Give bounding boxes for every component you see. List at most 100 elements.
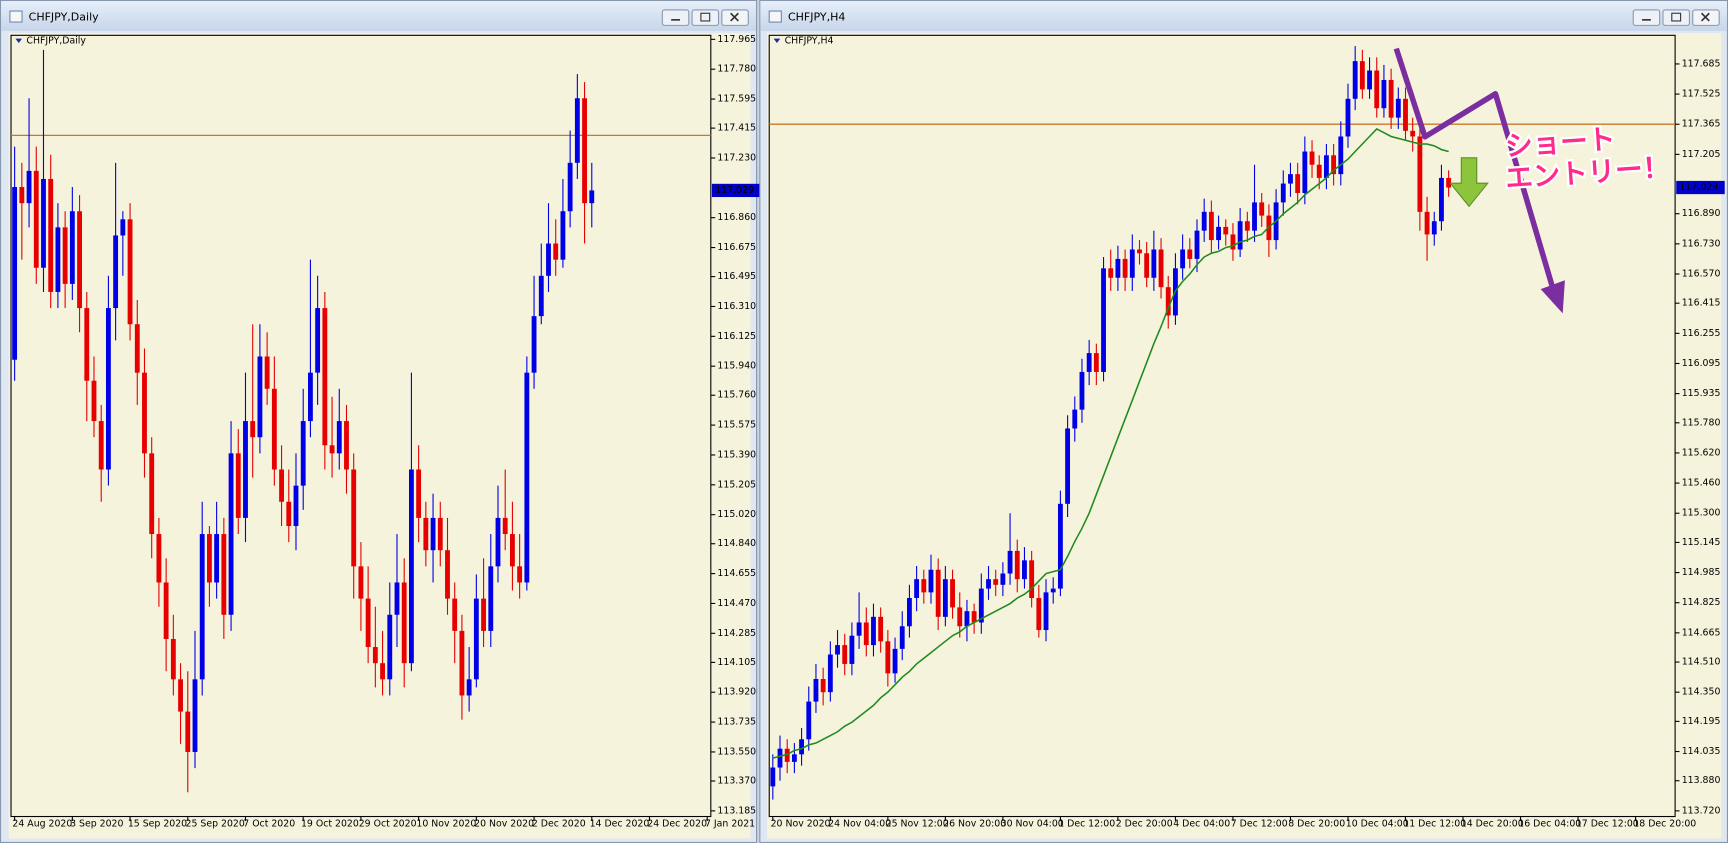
candle-body — [149, 453, 155, 535]
candle-body — [192, 679, 198, 752]
candle-body — [942, 579, 948, 617]
candle-body — [770, 767, 776, 787]
x-tick-label: 7 Jan 2021 — [705, 819, 755, 830]
candle-body — [307, 372, 313, 422]
x-tick-label: 4 Dec 04:00 — [1173, 819, 1230, 830]
candle-body — [1072, 409, 1078, 429]
x-tick-label: 15 Sep 2020 — [128, 819, 187, 830]
candle-body — [423, 517, 429, 551]
y-tick-label: 115.020 — [717, 509, 756, 520]
candle-body — [1137, 249, 1142, 254]
candle-body — [221, 534, 227, 615]
candle-body — [978, 588, 984, 623]
candle-body — [473, 598, 479, 680]
candle-body — [430, 517, 436, 551]
candle-body — [228, 453, 234, 615]
window-title: CHFJPY,Daily — [29, 11, 100, 24]
maximize-button[interactable] — [691, 9, 720, 26]
candle-body — [495, 517, 501, 567]
candle-body — [279, 469, 284, 502]
candle-body — [271, 388, 277, 470]
candle-body — [344, 421, 349, 470]
candle-body — [1014, 550, 1020, 580]
menu-triangle — [15, 38, 23, 44]
candle-body — [1079, 371, 1085, 410]
candle-body — [1388, 79, 1394, 118]
minimize-button[interactable] — [1632, 9, 1661, 26]
x-tick-label: 10 Nov 2020 — [416, 819, 476, 830]
candle-body — [1223, 226, 1229, 235]
candle-body — [892, 648, 898, 674]
maximize-button[interactable] — [1662, 9, 1690, 26]
candle-body — [69, 211, 75, 284]
candle-body — [799, 739, 805, 755]
candle-body — [517, 566, 523, 583]
y-tick-label: 116.675 — [717, 242, 756, 253]
minimize-button[interactable] — [661, 9, 690, 26]
x-tick-label: 2 Dec 20:00 — [1116, 819, 1173, 830]
candle-body — [928, 569, 934, 593]
candle-body — [1050, 588, 1056, 593]
candle-body — [1029, 560, 1035, 598]
y-tick-label: 117.780 — [717, 64, 756, 75]
y-tick-label: 115.760 — [717, 390, 756, 401]
candle-body — [784, 748, 790, 762]
candle-body — [1439, 177, 1444, 222]
candle-body — [1108, 268, 1114, 278]
candle-body — [509, 534, 515, 567]
candle-body — [899, 626, 905, 649]
candle-body — [553, 243, 559, 260]
candle-body — [1309, 151, 1315, 165]
x-tick-label: 14 Dec 2020 — [590, 819, 650, 830]
y-tick-label: 116.310 — [717, 301, 756, 312]
menu-triangle — [773, 38, 781, 44]
window-icon — [9, 10, 23, 23]
title-bar — [1, 1, 756, 31]
candle-body — [1194, 230, 1200, 259]
x-tick-label: 25 Sep 2020 — [186, 819, 245, 830]
y-tick-label: 114.655 — [717, 568, 756, 579]
y-tick-label: 115.390 — [717, 449, 756, 460]
y-tick-label: 113.880 — [1682, 775, 1721, 786]
candle-body — [1086, 353, 1092, 372]
title-bar — [760, 1, 1727, 31]
y-tick-label: 115.145 — [1682, 537, 1721, 548]
x-tick-label: 14 Dec 20:00 — [1461, 819, 1524, 830]
candle-body — [1302, 151, 1308, 193]
candle-body — [1252, 202, 1257, 231]
x-tick-label: 20 Nov 2020 — [474, 819, 534, 830]
y-tick-label: 117.685 — [1682, 58, 1721, 69]
chart-label: CHFJPY,H4 — [785, 35, 834, 46]
candle-body — [142, 372, 147, 454]
y-tick-label: 113.185 — [717, 805, 756, 816]
arrow-head — [1540, 280, 1565, 314]
candle-body — [567, 162, 573, 212]
close-glyph — [730, 12, 739, 22]
candle-body — [1057, 503, 1063, 589]
x-tick-label: 3 Sep 2020 — [70, 819, 123, 830]
y-tick-label: 115.935 — [1682, 388, 1721, 399]
candle-body — [1165, 287, 1171, 316]
candle-body — [437, 517, 443, 551]
candle-body — [214, 534, 220, 583]
chart-label: CHFJPY,Daily — [26, 35, 86, 46]
x-tick-label: 18 Dec 20:00 — [1633, 819, 1696, 830]
candle-body — [1374, 70, 1380, 109]
x-tick-label: 1 Dec 12:00 — [1058, 819, 1115, 830]
candle-body — [206, 534, 212, 583]
candle-body — [380, 663, 385, 680]
candle-body — [264, 356, 270, 389]
candle-body — [134, 324, 140, 373]
candle-body — [33, 170, 39, 268]
candle-body — [1323, 155, 1329, 178]
candle-body — [1316, 164, 1322, 178]
candle-body — [185, 711, 191, 752]
y-tick-label: 115.205 — [717, 479, 756, 490]
candle-body — [401, 582, 407, 664]
candle-body — [365, 598, 371, 648]
candle-body — [1424, 211, 1430, 235]
candle-body — [91, 380, 97, 422]
candle-body — [1208, 211, 1214, 241]
candle-body — [842, 645, 848, 664]
candle-body — [372, 647, 378, 664]
